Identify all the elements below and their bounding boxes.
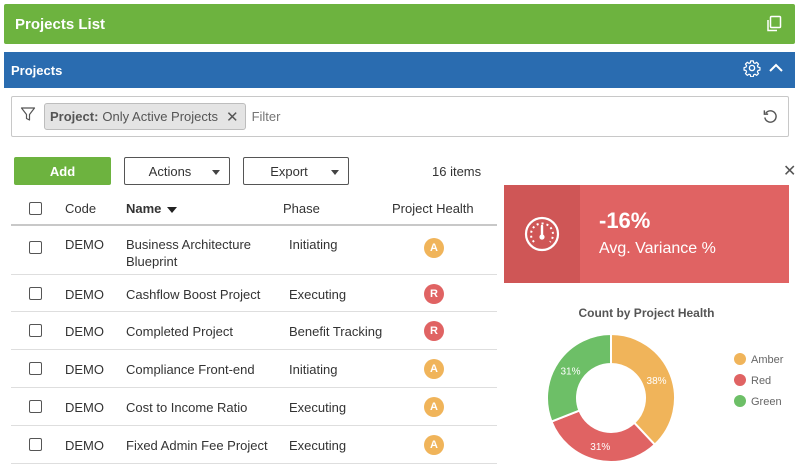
- remove-filter-icon[interactable]: ✕: [226, 108, 239, 126]
- cell-phase: Benefit Tracking: [289, 324, 383, 339]
- add-button[interactable]: Add: [14, 157, 111, 185]
- export-label: Export: [270, 163, 308, 179]
- actions-dropdown[interactable]: Actions: [124, 157, 230, 185]
- table-row[interactable]: DEMO Compliance Front-end Initiating A: [11, 350, 497, 388]
- cell-code: DEMO: [65, 324, 104, 339]
- health-badge: R: [424, 284, 444, 304]
- table-body: DEMO Business Architecture Blueprint Initia…: [11, 226, 497, 464]
- health-badge: R: [424, 321, 444, 341]
- donut-slice-label: 31%: [560, 366, 580, 377]
- reset-icon[interactable]: [762, 108, 779, 130]
- column-header-code[interactable]: Code: [65, 201, 97, 216]
- select-all-checkbox[interactable]: [29, 202, 42, 215]
- row-checkbox[interactable]: [29, 241, 42, 254]
- cell-name[interactable]: Completed Project: [126, 323, 233, 340]
- cell-code: DEMO: [65, 400, 104, 415]
- cell-code: DEMO: [65, 237, 104, 252]
- gauge-icon: [504, 185, 580, 283]
- table-header: Code Name Phase Project Health: [11, 191, 497, 226]
- column-header-health[interactable]: Project Health: [392, 201, 474, 216]
- cell-name-line1: Business Architecture: [126, 237, 252, 252]
- kpi-value: -16%: [599, 208, 651, 233]
- copy-icon[interactable]: [765, 15, 783, 33]
- legend-label: Green: [751, 396, 782, 408]
- donut-slice-amber: [610, 332, 676, 447]
- page-header: Projects List: [4, 4, 795, 44]
- table-row[interactable]: DEMO Completed Project Benefit Tracking R: [11, 312, 497, 350]
- cell-code: DEMO: [65, 362, 104, 377]
- chart-title: Count by Project Health: [578, 306, 715, 320]
- health-badge: A: [424, 359, 444, 379]
- projects-panel-header: Projects: [4, 52, 795, 88]
- cell-name-line1: Fixed Admin Fee Project: [126, 438, 268, 453]
- gear-icon[interactable]: [743, 59, 761, 82]
- table-row[interactable]: DEMO Fixed Admin Fee Project Executing A: [11, 426, 497, 464]
- close-icon[interactable]: ✕: [783, 163, 797, 180]
- cell-name[interactable]: Cashflow Boost Project: [126, 286, 260, 303]
- active-filter-chip[interactable]: Project: Only Active Projects ✕: [44, 103, 246, 130]
- cell-phase: Initiating: [289, 237, 338, 252]
- caret-down-icon: [212, 170, 220, 175]
- filter-bar: Project: Only Active Projects ✕: [11, 96, 789, 137]
- cell-name-line1: Cashflow Boost Project: [126, 287, 261, 302]
- cell-code: DEMO: [65, 287, 104, 302]
- donut-slice-red: [550, 409, 657, 463]
- cell-name[interactable]: Fixed Admin Fee Project: [126, 437, 268, 454]
- donut-slice-green: [546, 332, 612, 423]
- cell-name-line1: Compliance Front-end: [126, 362, 255, 377]
- chevron-up-icon[interactable]: [767, 59, 785, 82]
- row-checkbox[interactable]: [29, 324, 42, 337]
- legend-swatch: [734, 353, 746, 365]
- items-count: 16 items: [432, 164, 482, 179]
- cell-code: DEMO: [65, 438, 104, 453]
- cell-name-line1: Cost to Income Ratio: [126, 400, 248, 415]
- row-checkbox[interactable]: [29, 400, 42, 413]
- table-row[interactable]: DEMO Cashflow Boost Project Executing R: [11, 275, 497, 312]
- legend-label: Amber: [751, 354, 784, 366]
- filter-input[interactable]: [251, 109, 732, 124]
- cell-phase: Executing: [289, 287, 347, 302]
- donut-slice-label: 38%: [647, 376, 667, 387]
- table-row[interactable]: DEMO Cost to Income Ratio Executing A: [11, 388, 497, 426]
- cell-name[interactable]: Cost to Income Ratio: [126, 399, 247, 416]
- column-header-name[interactable]: Name: [126, 201, 178, 216]
- donut-slice-label: 31%: [590, 442, 610, 453]
- table-row[interactable]: DEMO Business Architecture Blueprint Initia…: [11, 226, 497, 275]
- projects-table: Code Name Phase Project Health DEMO Busin…: [11, 191, 497, 464]
- chip-value: Only Active Projects: [102, 109, 219, 124]
- kpi-card: -16% Avg. Variance %: [504, 185, 789, 283]
- cell-name[interactable]: Business Architecture Blueprint: [126, 236, 251, 270]
- cell-phase: Initiating: [289, 362, 338, 377]
- filter-icon: [20, 106, 36, 127]
- actions-label: Actions: [148, 163, 192, 179]
- legend-swatch: [734, 374, 746, 386]
- column-header-name-label: Name: [126, 201, 162, 216]
- legend-label: Red: [751, 375, 771, 387]
- caret-down-icon: [331, 170, 339, 175]
- kpi-label: Avg. Variance %: [599, 240, 716, 257]
- health-badge: A: [424, 397, 444, 417]
- chip-label: Project:: [50, 109, 99, 124]
- cell-phase: Executing: [289, 400, 347, 415]
- export-dropdown[interactable]: Export: [243, 157, 349, 185]
- column-header-phase[interactable]: Phase: [283, 201, 320, 216]
- cell-name-line2: Blueprint: [126, 254, 178, 269]
- page-title: Projects List: [15, 15, 106, 33]
- sort-desc-icon: [167, 206, 178, 213]
- health-badge: A: [424, 435, 444, 455]
- health-badge: A: [424, 238, 444, 258]
- cell-phase: Executing: [289, 438, 347, 453]
- row-checkbox[interactable]: [29, 438, 42, 451]
- cell-name[interactable]: Compliance Front-end: [126, 361, 255, 378]
- cell-name-line1: Completed Project: [126, 324, 233, 339]
- row-checkbox[interactable]: [29, 287, 42, 300]
- legend-swatch: [734, 395, 746, 407]
- panel-title: Projects: [11, 62, 63, 78]
- row-checkbox[interactable]: [29, 362, 42, 375]
